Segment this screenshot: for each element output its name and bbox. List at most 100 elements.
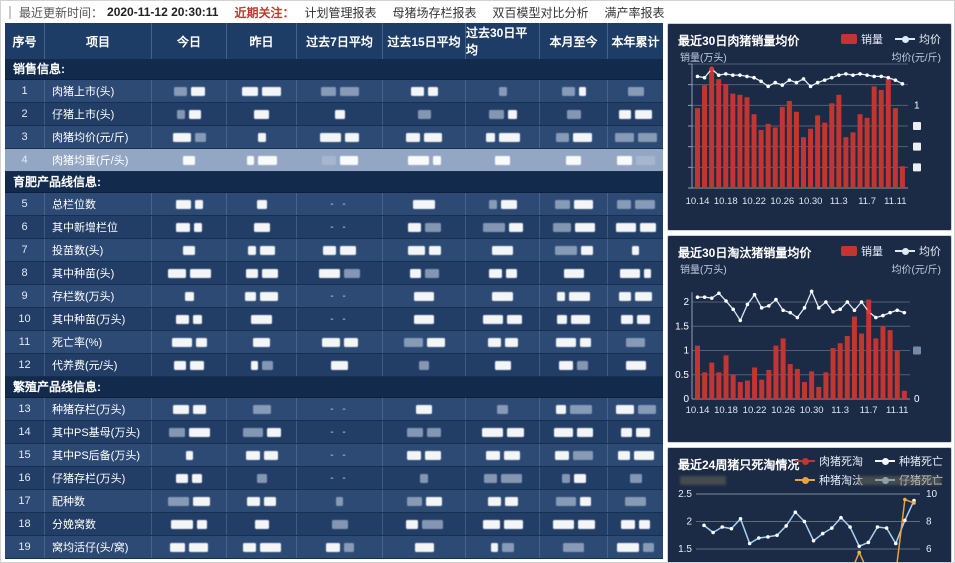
legend-line-marker-icon [795, 457, 815, 465]
cell-value-redacted [383, 216, 466, 238]
link-plan-report[interactable]: 计划管理报表 [304, 5, 377, 20]
cell-value-redacted [608, 354, 663, 376]
cell-value-redacted [152, 285, 227, 307]
redacted-value-block [619, 109, 631, 119]
cell-item-label: 死亡率(%) [45, 331, 152, 353]
svg-text:10.26: 10.26 [770, 196, 794, 207]
redacted-value-block [194, 132, 206, 142]
redacted-value-block [426, 337, 445, 347]
cell-value-redacted [297, 262, 383, 284]
link-sow-farm-inventory-report[interactable]: 母猪场存栏报表 [392, 5, 477, 20]
cell-value-redacted [227, 467, 297, 489]
cell-item-label: 仔猪上市(头) [45, 103, 152, 125]
redacted-value-block [424, 268, 439, 278]
table-row[interactable]: 14 其中PS基母(万头) - - [5, 421, 663, 444]
cell-value-redacted [152, 467, 227, 489]
redacted-value-block [194, 199, 203, 209]
redacted-value-block [637, 314, 650, 324]
table-row[interactable]: 13 种猪存栏(万头) - - [5, 398, 663, 421]
redacted-value-block [263, 450, 278, 460]
legend-label: 均价 [919, 34, 941, 46]
redacted-value-block [556, 496, 576, 506]
main-area: 序号 项目 今日 昨日 过去7日平均 过去15日平均 过去30日平均 本月至今 本年累计 销售信息… [5, 23, 952, 562]
redacted-value-block [508, 222, 523, 232]
redacted-value-block [321, 155, 336, 165]
no-data-dashes: - - [330, 290, 349, 302]
svg-text:0: 0 [914, 394, 920, 405]
column-header: 今日 [152, 23, 227, 59]
redacted-value-block [554, 450, 569, 460]
cell-value-redacted [297, 149, 383, 171]
redacted-value-block [577, 519, 595, 529]
cell-value-redacted [383, 421, 466, 443]
table-row[interactable]: 6 其中新增栏位 - - [5, 216, 663, 239]
redacted-value-block [261, 360, 273, 370]
redacted-value-block [425, 450, 441, 460]
cell-value-redacted [383, 103, 466, 125]
link-full-capacity-report[interactable]: 满产率报表 [604, 5, 665, 20]
table-row[interactable]: 3 肉猪均价(元/斤) [5, 126, 663, 149]
cell-value-redacted [152, 80, 227, 102]
table-row[interactable]: 11 死亡率(%) [5, 331, 663, 354]
legend-item[interactable]: 均价 [895, 243, 941, 259]
redacted-value-block [626, 337, 645, 347]
table-row[interactable]: 18 分娩窝数 [5, 513, 663, 536]
redacted-value-block [487, 496, 501, 506]
no-data-dashes: - - [330, 313, 349, 325]
table-row[interactable]: 19 窝均活仔(头/窝) [5, 536, 663, 559]
cell-value-redacted: - - [297, 285, 383, 307]
cell-value-redacted [466, 216, 540, 238]
redacted-value-block [635, 291, 652, 301]
legend-item[interactable]: 均价 [895, 31, 941, 47]
redacted-value-block [331, 519, 348, 529]
redacted-value-block [256, 199, 267, 209]
redacted-value-block [566, 155, 581, 165]
cell-value-redacted: - - [297, 398, 383, 420]
table-header-row: 序号 项目 今日 昨日 过去7日平均 过去15日平均 过去30日平均 本月至今 本年累计 [5, 23, 663, 59]
table-row[interactable]: 17 配种数 [5, 490, 663, 513]
table-row[interactable]: 7 投苗数(头) [5, 239, 663, 262]
cell-value-redacted [540, 536, 608, 558]
cell-item-label: 配种数 [45, 490, 152, 512]
legend-label: 均价 [919, 246, 941, 258]
cell-item-label: 其中新增栏位 [45, 216, 152, 238]
cell-value-redacted [383, 80, 466, 102]
cell-value-redacted: - - [297, 467, 383, 489]
redacted-value-block [190, 86, 205, 96]
cell-value-redacted [152, 193, 227, 215]
cell-value-redacted [466, 467, 540, 489]
legend-item[interactable]: 销量 [841, 243, 883, 259]
legend-item[interactable]: 种猪淘汰 [795, 472, 863, 488]
redacted-value-block [497, 404, 508, 414]
redacted-value-block [185, 450, 193, 460]
table-row[interactable]: 5 总栏位数 - - [5, 193, 663, 216]
cell-value-redacted: - - [297, 444, 383, 466]
table-row[interactable]: 8 其中种苗(头) [5, 262, 663, 285]
table-row[interactable]: 15 其中PS后备(万头) - - [5, 444, 663, 467]
table-row[interactable]: 4 肉猪均重(斤/头) [5, 149, 663, 172]
table-row[interactable]: 10 其中种苗(万头) - - [5, 308, 663, 331]
redacted-value-block [190, 360, 204, 370]
cell-value-redacted [608, 193, 663, 215]
cell-value-redacted [466, 193, 540, 215]
redacted-value-block [483, 473, 497, 483]
legend-item[interactable]: 肉猪死淘 [795, 453, 863, 469]
cell-value-redacted [466, 149, 540, 171]
redacted-value-block [254, 519, 269, 529]
link-double-hundred-model-analysis[interactable]: 双百模型对比分析 [492, 5, 589, 20]
legend-item[interactable]: 种猪死亡 [875, 453, 943, 469]
redacted-value-block [192, 473, 202, 483]
redacted-value-block [571, 314, 590, 324]
table-row[interactable]: 12 代养费(元/头) [5, 354, 663, 377]
section-header: 销售信息: [5, 59, 663, 80]
svg-text:1: 1 [914, 100, 920, 111]
table-row[interactable]: 1 肉猪上市(头) [5, 80, 663, 103]
table-row[interactable]: 16 仔猪存栏(万头) - - [5, 467, 663, 490]
table-row[interactable]: 9 存栏数(万头) - - [5, 285, 663, 308]
cell-value-redacted [383, 467, 466, 489]
redacted-value-block [406, 132, 420, 142]
legend-item[interactable]: 销量 [841, 31, 883, 47]
chart-axis-labels-cull-pig-sales: 销量(万头) 均价(元/斤) [680, 261, 941, 276]
table-row[interactable]: 2 仔猪上市(头) [5, 103, 663, 126]
cell-item-label: 存栏数(万头) [45, 285, 152, 307]
